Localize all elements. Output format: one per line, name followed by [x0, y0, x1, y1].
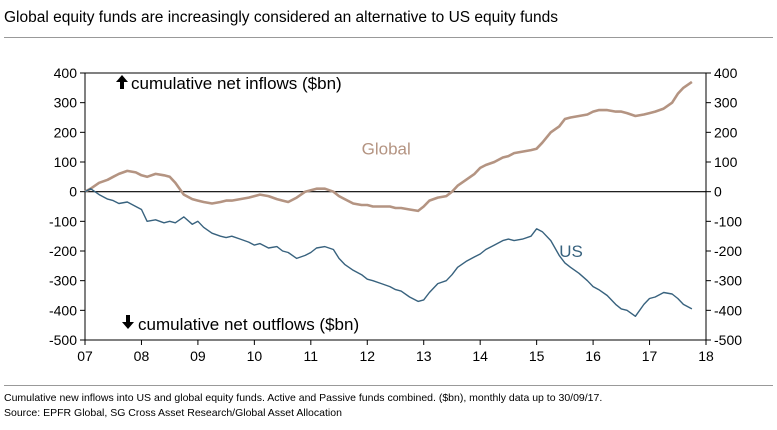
x-tick-label: 10 — [247, 348, 263, 364]
x-tick-label: 15 — [529, 348, 545, 364]
series-label-us: US — [559, 242, 583, 261]
annotation-inflows: cumulative net inflows ($bn) — [116, 74, 342, 93]
y-tick-label-left: 400 — [54, 65, 78, 81]
y-tick-label-right: -500 — [714, 332, 742, 348]
y-tick-label-left: 100 — [54, 154, 78, 170]
annotation-outflows: cumulative net outflows ($bn) — [122, 315, 359, 334]
x-tick-label: 09 — [190, 348, 206, 364]
x-tick-label: 14 — [472, 348, 488, 364]
footer-divider — [4, 385, 773, 386]
plot-frame — [84, 72, 707, 341]
x-tick-label: 12 — [359, 348, 375, 364]
y-tick-label-right: 200 — [714, 124, 738, 140]
title-divider — [4, 37, 773, 38]
series-line-us — [84, 188, 693, 317]
series-label-global: Global — [362, 140, 411, 159]
y-tick-label-left: -300 — [49, 273, 77, 289]
chart-footnote: Cumulative new inflows into US and globa… — [4, 392, 603, 404]
y-tick-label-right: 100 — [714, 154, 738, 170]
y-tick-label-right: -200 — [714, 243, 742, 259]
axes-layer: 400 400 300 300 200 200 100 100 0 0 -100 -100 -200 -2… — [49, 65, 742, 364]
annotation-outflows-text: cumulative net outflows ($bn) — [138, 315, 359, 334]
y-tick-label-left: -500 — [49, 332, 77, 348]
chart-source: Source: EPFR Global, SG Cross Asset Rese… — [4, 407, 342, 419]
x-tick-label: 13 — [416, 348, 432, 364]
chart-title: Global equity funds are increasingly con… — [4, 9, 559, 26]
y-tick-label-left: 200 — [54, 124, 78, 140]
y-tick-label-left: -200 — [49, 243, 77, 259]
x-tick-label: 17 — [642, 348, 658, 364]
y-tick-label-left: -400 — [49, 302, 77, 318]
series-line-global — [84, 80, 693, 213]
x-tick-label: 08 — [134, 348, 150, 364]
y-tick-label-left: 300 — [54, 95, 78, 111]
label-layer: cumulative net inflows ($bn) cumulative … — [116, 74, 583, 334]
y-tick-label-left: -100 — [49, 213, 77, 229]
arrow-down-icon — [122, 315, 134, 329]
x-tick-label: 07 — [77, 348, 93, 364]
x-tick-label: 16 — [585, 348, 601, 364]
annotation-inflows-text: cumulative net inflows ($bn) — [131, 74, 342, 93]
y-tick-label-right: -100 — [714, 213, 742, 229]
x-tick-label: 11 — [304, 348, 319, 364]
y-tick-label-right: 300 — [714, 95, 738, 111]
y-tick-label-right: 0 — [714, 184, 722, 200]
arrow-up-icon — [116, 75, 128, 89]
y-tick-label-right: -400 — [714, 302, 742, 318]
y-tick-label-right: -300 — [714, 273, 742, 289]
y-tick-label-left: 0 — [69, 184, 77, 200]
x-tick-label: 18 — [698, 348, 714, 364]
y-tick-label-right: 400 — [714, 65, 738, 81]
series-layer — [84, 80, 693, 317]
line-chart: 400 400 300 300 200 200 100 100 0 0 -100 -100 -200 -2… — [49, 65, 742, 364]
